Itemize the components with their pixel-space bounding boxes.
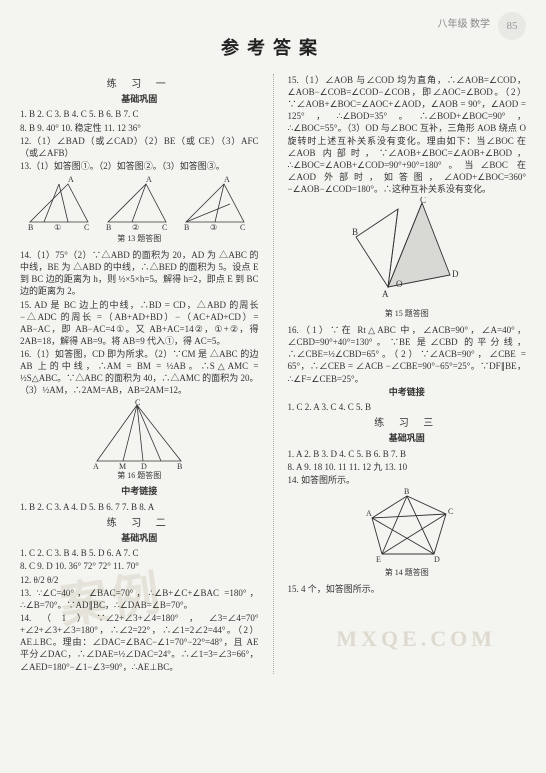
svg-text:D: D <box>141 462 147 469</box>
svg-text:C: C <box>135 399 140 407</box>
fig14-svg: A B C D E <box>352 488 462 566</box>
svg-text:D: D <box>434 555 440 564</box>
ex2-line1: 1. C 2. C 3. B 4. B 5. D 6. A 7. C <box>20 547 259 559</box>
ex1-line1: 1. B 2. C 3. B 4. C 5. B 6. B 7. C <box>20 108 259 120</box>
ex1-line2: 8. B 9. 40° 10. 稳定性 11. 12 36° <box>20 122 259 134</box>
page-title: 参考答案 <box>20 36 526 60</box>
svg-text:B: B <box>352 227 358 237</box>
exercise1-heading: 练 习 一 <box>20 78 259 92</box>
exercise2-heading: 练 习 二 <box>20 517 259 531</box>
right-column: 15.（1）∠AOB 与∠COD 均为直角，∴∠AOB=∠COD，∠AOB−∠C… <box>288 74 527 674</box>
grade-label: 八年级 数学 <box>438 19 491 30</box>
svg-text:E: E <box>376 555 381 564</box>
ex2-q14: 14.（1）∵∠2+∠3+∠4=180°，∠3=∠4=70°+∠2+∠3+∠3=… <box>20 612 259 673</box>
left-column: 练 习 一 基础巩固 1. B 2. C 3. B 4. C 5. B 6. B… <box>20 74 259 674</box>
svg-text:②: ② <box>132 223 139 232</box>
svg-text:A: A <box>366 509 372 518</box>
exercise3-heading: 练 习 三 <box>288 417 527 431</box>
fig13-svg: B C A ① B C A ② B C <box>24 174 254 232</box>
right-link-line: 1. C 2. A 3. C 4. C 5. B <box>288 401 527 413</box>
right-link-sub: 中考链接 <box>288 386 527 398</box>
ex2-q12: 12. θ/2 θ/2 <box>20 574 259 586</box>
page-number-badge: 85 <box>498 12 526 40</box>
fig15-caption: 第 15 题答图 <box>288 309 527 320</box>
svg-text:B: B <box>404 488 409 496</box>
ex1-link-line: 1. B 2. C 3. A 4. D 5. B 6. 7 7. B 8. A <box>20 501 259 513</box>
exercise3-sub: 基础巩固 <box>288 432 527 444</box>
svg-text:A: A <box>382 289 389 299</box>
svg-text:A: A <box>146 175 152 184</box>
ex3-q15: 15. 4 个，如答图所示。 <box>288 583 527 595</box>
svg-text:B: B <box>28 223 33 232</box>
svg-text:B: B <box>184 223 189 232</box>
svg-text:A: A <box>224 175 230 184</box>
svg-text:A: A <box>93 462 99 469</box>
ex2-q13: 13. ∵∠C=40°，∠BAC=70°，∴∠B+∠C+∠BAC =180°，∴… <box>20 587 259 611</box>
svg-text:③: ③ <box>210 223 217 232</box>
fig13-caption: 第 13 题答图 <box>20 234 259 245</box>
svg-text:B: B <box>177 462 182 469</box>
ex1-q14: 14.（1）75°（2）∵△ABD 的面积为 20，AD 为 △ABC 的中线，… <box>20 249 259 298</box>
columns: 练 习 一 基础巩固 1. B 2. C 3. B 4. C 5. B 6. B… <box>20 74 526 674</box>
fig15-svg: B C A O D <box>342 197 472 307</box>
right-q16: 16.（1）∵在 Rt△ABC 中，∠ACB=90°，∠A=40°，∠CBD=9… <box>288 324 527 385</box>
watermark-right: MXQE.COM <box>336 624 496 654</box>
svg-text:D: D <box>452 269 459 279</box>
ex3-q14: 14. 如答图所示。 <box>288 474 527 486</box>
ex1-link-sub: 中考链接 <box>20 485 259 497</box>
svg-text:O: O <box>396 279 403 289</box>
svg-text:C: C <box>84 223 89 232</box>
svg-text:C: C <box>448 507 453 516</box>
exercise2-sub: 基础巩固 <box>20 532 259 544</box>
page-header: 八年级 数学 85 <box>20 18 526 32</box>
svg-text:B: B <box>106 223 111 232</box>
svg-text:C: C <box>240 223 245 232</box>
fig16-caption: 第 16 题答图 <box>20 471 259 482</box>
ex1-q13: 13.（1）如答图①。（2）如答图②。（3）如答图③。 <box>20 160 259 172</box>
fig16-svg: A M D B C <box>91 399 187 469</box>
fig14-caption: 第 14 题答图 <box>288 568 527 579</box>
svg-text:C: C <box>420 197 426 205</box>
ex2-line2: 8. C 9. D 10. 36° 72° 72° 11. 70° <box>20 560 259 572</box>
svg-text:A: A <box>68 175 74 184</box>
svg-text:C: C <box>162 223 167 232</box>
page: 八年级 数学 85 参考答案 练 习 一 基础巩固 1. B 2. C 3. B… <box>0 0 546 773</box>
ex3-line2: 8. A 9. 18 10. 11 11. 12 九 13. 10 <box>288 461 527 473</box>
svg-text:①: ① <box>54 223 61 232</box>
column-divider <box>273 74 274 674</box>
ex1-q15: 15. AD 是 BC 边上的中线，∴BD = CD，△ABD 的周长−△ADC… <box>20 299 259 348</box>
right-q15: 15.（1）∠AOB 与∠COD 均为直角，∴∠AOB=∠COD，∠AOB−∠C… <box>288 74 527 195</box>
exercise1-sub: 基础巩固 <box>20 93 259 105</box>
ex1-q16: 16.（1）如答图，CD 即为所求。（2）∵CM 是 △ABC 的边 AB 上的… <box>20 348 259 397</box>
ex1-q12: 12.（1）∠BAD（或∠CAD）（2）BE（或 CE）（3）AFC（或∠AFB… <box>20 135 259 159</box>
ex3-line1: 1. A 2. B 3. D 4. C 5. B 6. B 7. B <box>288 448 527 460</box>
svg-text:M: M <box>119 462 126 469</box>
